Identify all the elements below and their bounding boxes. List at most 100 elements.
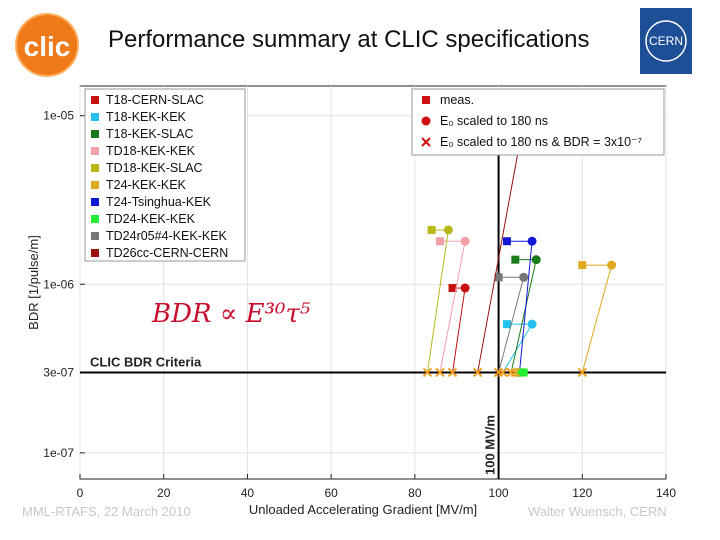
legend-square xyxy=(422,96,430,104)
series-5 xyxy=(577,260,617,378)
meas-point xyxy=(435,237,444,246)
x-marker-stroke-b xyxy=(435,367,445,378)
x-tick-label: 140 xyxy=(656,486,676,500)
scaled-point xyxy=(443,225,453,235)
x-marker-stroke-b xyxy=(447,367,458,378)
footer-left: MML-RTAFS, 22 March 2010 xyxy=(22,504,191,519)
meas-point xyxy=(494,273,503,282)
x-ticks: 0 20 40 60 80 100 120 140 xyxy=(77,474,676,500)
criteria-point xyxy=(422,367,433,378)
series-0 xyxy=(447,283,470,378)
scaled-point xyxy=(519,272,529,282)
x-tick-label: 100 xyxy=(489,486,509,500)
series-scaling-line xyxy=(477,143,520,373)
clic-logo-text: clic xyxy=(24,31,71,62)
x-marker-stroke-b xyxy=(472,367,483,378)
legend-swatch xyxy=(91,181,99,189)
marker-legend-label: E₀ scaled to 180 ns & BDR = 3x10⁻⁷ xyxy=(440,135,643,149)
series-layer xyxy=(422,139,617,378)
meas-point xyxy=(448,284,457,293)
marker-legend: meas. E₀ scaled to 180 ns E₀ scaled to 180… xyxy=(411,88,665,156)
series-7 xyxy=(510,367,528,378)
criteria-point xyxy=(493,367,504,378)
criteria-label: CLIC BDR Criteria xyxy=(90,354,202,369)
series-8 xyxy=(493,272,529,378)
y-tick-label: 1e-07 xyxy=(43,446,74,460)
legend-label: TD18-KEK-SLAC xyxy=(106,161,203,175)
legend-swatch xyxy=(91,215,99,223)
criteria-point xyxy=(472,367,483,378)
meas-point xyxy=(511,255,520,264)
scaled-point xyxy=(531,255,541,265)
meas-point xyxy=(502,320,511,329)
series-2 xyxy=(506,255,541,378)
legend-label: TD26cc-CERN-CERN xyxy=(106,246,228,260)
legend-swatch xyxy=(91,232,99,240)
series-scaling-line xyxy=(498,277,525,373)
x-marker-stroke-b xyxy=(510,367,521,378)
series-scaling-line xyxy=(519,241,533,373)
series-scaling-line xyxy=(510,259,537,373)
series-1 xyxy=(498,319,537,378)
marker-legend-box xyxy=(411,88,665,156)
x-tick-label: 40 xyxy=(241,486,255,500)
y-tick-label: 1e-05 xyxy=(43,109,74,123)
meas-point xyxy=(502,237,511,246)
clic-logo-circle xyxy=(16,14,78,76)
legend-label: T24-Tsinghua-KEK xyxy=(106,195,212,209)
gradient-label: 100 MV/m xyxy=(483,415,498,475)
scaled-point xyxy=(607,260,617,270)
criteria-point xyxy=(510,367,521,378)
y-ticks: 1e-05 1e-06 3e-07 1e-07 xyxy=(43,109,85,460)
legend-swatch xyxy=(91,249,99,257)
y-tick-label: 1e-06 xyxy=(43,277,74,291)
criteria-point xyxy=(577,367,587,378)
legend-label: T18-KEK-SLAC xyxy=(106,127,194,141)
clic-logo: clic xyxy=(15,13,79,77)
slide-title: Performance summary at CLIC specificatio… xyxy=(108,26,590,53)
y-tick-label: 3e-07 xyxy=(43,365,74,379)
series-scaling-line xyxy=(439,241,466,373)
legend-circle xyxy=(421,116,431,126)
series-legend-box xyxy=(84,88,246,262)
marker-legend-label: meas. xyxy=(440,93,474,107)
marker-legend-label: E₀ scaled to 180 ns xyxy=(440,114,548,128)
legend-label: T18-CERN-SLAC xyxy=(106,93,204,107)
y-axis-label: BDR [1/pulse/m] xyxy=(26,235,41,330)
legend-swatch xyxy=(91,113,99,121)
x-tick-label: 20 xyxy=(157,486,171,500)
x-marker-stroke-b xyxy=(577,367,587,378)
meas-point xyxy=(427,225,436,234)
legend-label: TD24-KEK-KEK xyxy=(106,212,196,226)
legend-swatch xyxy=(91,198,99,206)
cern-logo-text: CERN xyxy=(649,34,683,48)
legend-label: T18-KEK-KEK xyxy=(106,110,187,124)
series-scaling-line xyxy=(426,229,449,373)
scaled-point xyxy=(460,283,470,293)
scaled-point xyxy=(527,319,537,329)
scaled-point xyxy=(460,236,470,246)
series-4 xyxy=(422,225,453,378)
legend-label: TD24r05#4-KEK-KEK xyxy=(106,229,228,243)
x-marker-stroke-b xyxy=(493,367,504,378)
series-scaling-line xyxy=(452,287,466,373)
x-tick-label: 120 xyxy=(572,486,592,500)
x-axis-label: Unloaded Accelerating Gradient [MV/m] xyxy=(249,502,477,517)
scaled-point xyxy=(527,236,537,246)
legend-label: T24-KEK-KEK xyxy=(106,178,187,192)
criteria-point xyxy=(447,367,458,378)
series-scaling-line xyxy=(502,323,533,373)
footer-right: Walter Wuensch, CERN xyxy=(528,504,667,519)
legend-swatch xyxy=(91,130,99,138)
legend-swatch xyxy=(91,164,99,172)
series-legend: T18-CERN-SLAC T18-KEK-KEK T18-KEK-SLAC TD18… xyxy=(84,88,246,262)
criteria-point xyxy=(435,367,445,378)
series-scaling-line xyxy=(581,264,613,373)
cern-logo: CERN xyxy=(640,8,692,74)
legend-swatch xyxy=(91,147,99,155)
legend-label: TD18-KEK-KEK xyxy=(106,144,196,158)
series-3 xyxy=(435,236,470,378)
x-tick-label: 80 xyxy=(408,486,422,500)
x-tick-label: 60 xyxy=(324,486,338,500)
